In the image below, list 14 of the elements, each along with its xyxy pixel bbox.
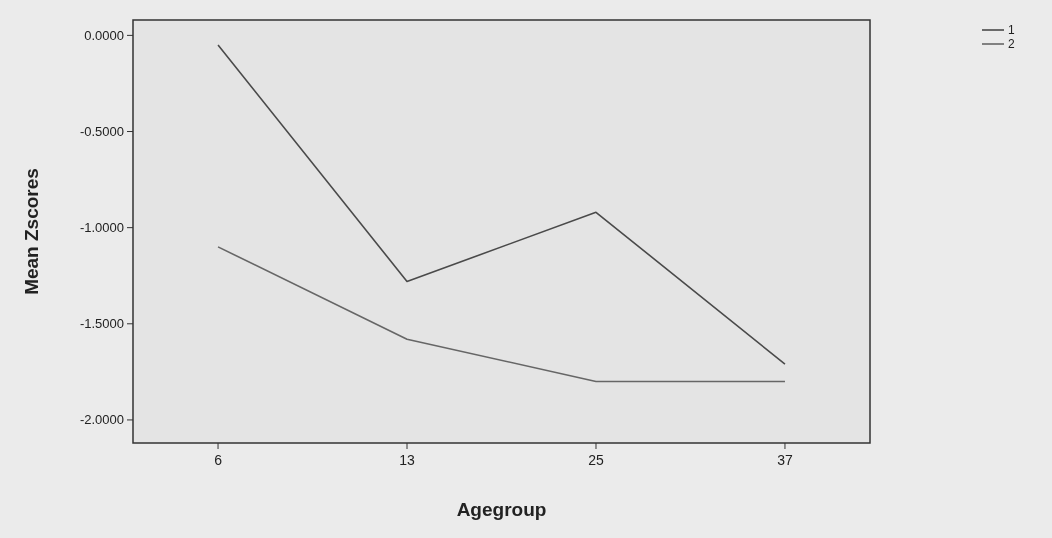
x-tick-label: 6 [214,452,223,468]
y-tick-label: -0.5000 [79,124,124,140]
x-tick-label: 37 [777,452,793,468]
y-axis-title: Mean Zscores [21,168,42,295]
y-tick-label: -1.5000 [79,316,124,332]
legend-label: 2 [1008,37,1015,52]
legend-label: 1 [1008,23,1015,38]
y-tick-label: 0.0000 [84,27,124,43]
x-tick-label: 13 [399,452,416,468]
y-tick-label: -2.0000 [79,412,124,428]
y-tick-label: -1.0000 [79,220,124,236]
x-axis-title: Agegroup [456,499,547,520]
line-series [217,44,786,365]
x-tick-label: 25 [588,452,604,468]
